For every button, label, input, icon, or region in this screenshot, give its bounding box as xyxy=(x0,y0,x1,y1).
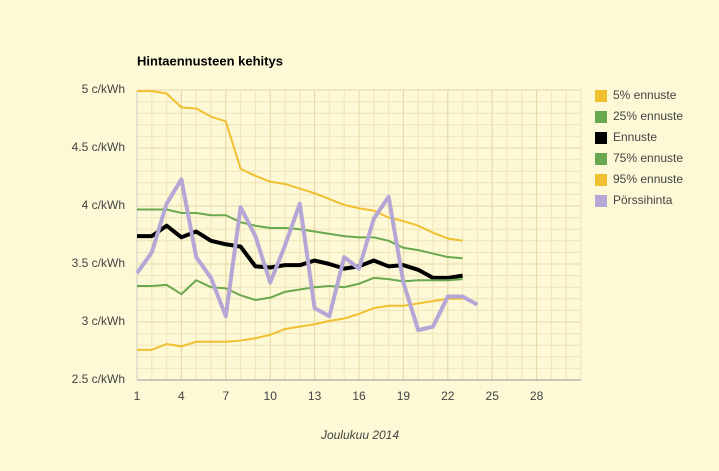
legend-swatch xyxy=(595,90,607,102)
y-tick-label: 5 c/kWh xyxy=(82,82,125,96)
y-tick-label: 3.5 c/kWh xyxy=(72,256,125,270)
x-tick-label: 28 xyxy=(530,389,544,403)
series-line xyxy=(137,208,463,260)
legend-label: Ennuste xyxy=(613,130,657,144)
legend-label: 25% ennuste xyxy=(613,109,683,123)
x-tick-label: 7 xyxy=(222,389,229,403)
legend-swatch xyxy=(595,195,607,207)
legend-swatch xyxy=(595,132,607,144)
chart-title: Hintaennusteen kehitys xyxy=(137,53,283,68)
x-tick-label: 19 xyxy=(397,389,411,403)
series-line xyxy=(137,90,463,242)
x-tick-label: 4 xyxy=(178,389,185,403)
x-tick-label: 13 xyxy=(308,389,322,403)
legend-label: 95% ennuste xyxy=(613,172,683,186)
series-line xyxy=(137,276,463,301)
y-tick-label: 2.5 c/kWh xyxy=(72,372,125,386)
y-tick-label: 3 c/kWh xyxy=(82,314,125,328)
legend-swatch xyxy=(595,111,607,123)
x-tick-label: 10 xyxy=(264,389,278,403)
y-tick-label: 4 c/kWh xyxy=(82,198,125,212)
x-tick-label: 16 xyxy=(352,389,366,403)
y-tick-label: 4.5 c/kWh xyxy=(72,140,125,154)
x-tick-label: 22 xyxy=(441,389,455,403)
legend-swatch xyxy=(595,153,607,165)
legend-swatch xyxy=(595,174,607,186)
series-line xyxy=(135,177,479,333)
x-tick-label: 25 xyxy=(486,389,500,403)
legend-label: 5% ennuste xyxy=(613,88,677,102)
legend-label: Pörssihinta xyxy=(613,193,673,207)
legend-label: 75% ennuste xyxy=(613,151,683,165)
x-axis-label: Joulukuu 2014 xyxy=(320,428,399,442)
x-tick-label: 1 xyxy=(134,389,141,403)
